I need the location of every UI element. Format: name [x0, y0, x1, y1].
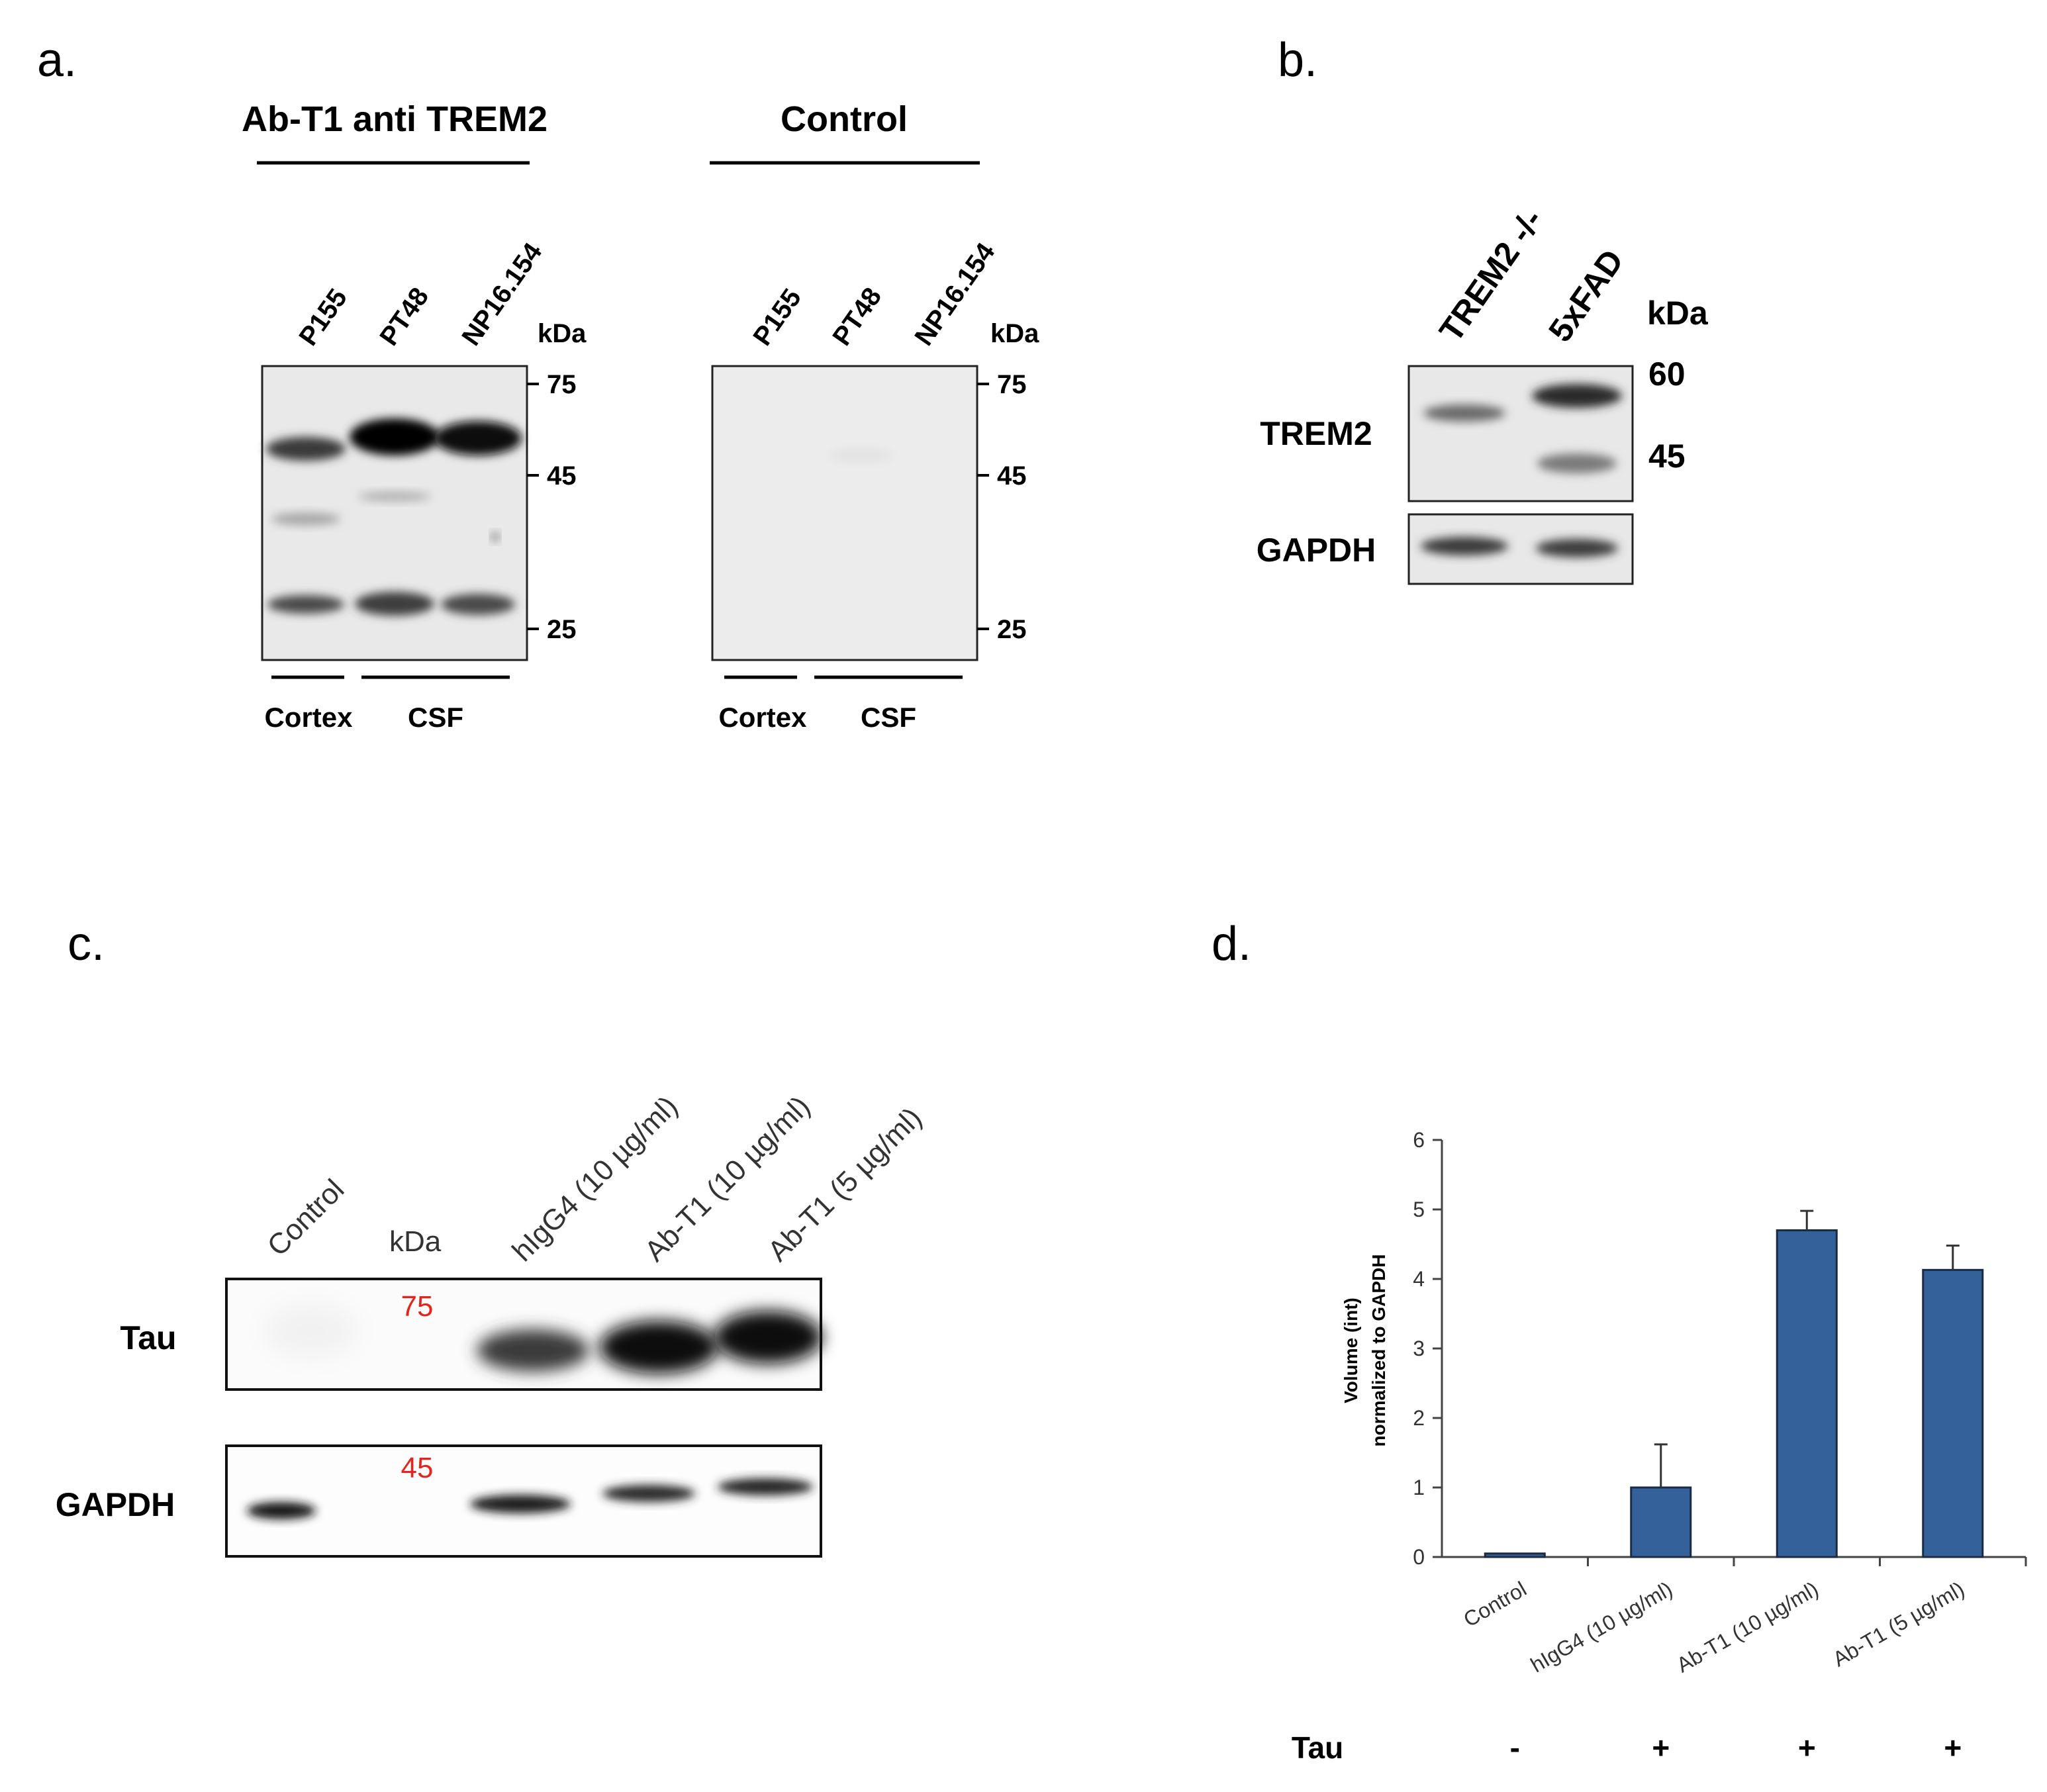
blot1-marker: 45 — [547, 461, 577, 491]
blot1-lane-label: PT48 — [374, 283, 434, 352]
panel-b-row-label: TREM2 — [1260, 415, 1372, 452]
panel-c-kda-label: kDa — [389, 1225, 442, 1258]
panel-a-letter: a. — [37, 34, 77, 87]
y-tick-label: 2 — [1413, 1406, 1425, 1430]
x-tick-label: Ab-T1 (5 µg/ml) — [1829, 1577, 1968, 1672]
blot2-kda-label: kDa — [990, 319, 1039, 348]
panel-b-marker: 60 — [1648, 355, 1686, 393]
tau-sign: + — [1798, 1730, 1816, 1765]
band — [602, 1485, 695, 1502]
bar — [1776, 1229, 1838, 1558]
blot2-lane-label: PT48 — [827, 283, 887, 352]
band — [1536, 539, 1618, 557]
blot1-lane-label: P155 — [293, 283, 353, 351]
band — [470, 1495, 571, 1513]
panel-c-row-label: Tau — [120, 1319, 176, 1356]
faint-band — [829, 449, 892, 462]
band — [1537, 453, 1617, 473]
blot1-marker: 25 — [547, 615, 577, 644]
speck — [491, 532, 500, 542]
tau-sign: + — [1944, 1730, 1962, 1765]
faint-smear — [265, 1304, 357, 1357]
y-tick-label: 0 — [1413, 1545, 1425, 1569]
blot2-lane-label: NP16.154 — [909, 238, 1001, 352]
bar — [1630, 1486, 1692, 1558]
band — [271, 512, 340, 526]
band — [441, 594, 515, 615]
panel-c-marker: 75 — [401, 1290, 434, 1323]
blot2-group-label: Cortex — [718, 702, 807, 733]
band — [267, 595, 344, 614]
band — [266, 437, 346, 461]
band — [355, 592, 434, 616]
band — [247, 1502, 316, 1519]
panel-b-letter: b. — [1278, 34, 1317, 87]
band — [350, 418, 440, 455]
band — [1423, 404, 1505, 422]
panel-c-marker: 45 — [401, 1452, 434, 1484]
blot2-lane-label: P155 — [747, 283, 807, 351]
tau-sign: - — [1510, 1730, 1520, 1765]
y-tick-label: 5 — [1413, 1198, 1425, 1221]
blot1-marker: 75 — [547, 370, 577, 399]
band — [434, 421, 522, 455]
y-tick-label: 4 — [1413, 1267, 1425, 1291]
panel-c-letter: c. — [68, 918, 105, 970]
panel-b-trem2-membrane — [1407, 365, 1634, 502]
band — [1421, 537, 1508, 555]
blot2-title: Control — [781, 99, 908, 139]
panel-c-gapdh-membrane — [225, 1444, 822, 1558]
band — [714, 1311, 822, 1364]
panel-d-letter: d. — [1212, 918, 1251, 970]
x-tick-label: Control — [1459, 1577, 1530, 1632]
blot2-group-label: CSF — [861, 702, 916, 733]
band — [599, 1321, 718, 1374]
blot2-marker: 25 — [997, 615, 1027, 644]
blot1-kda-label: kDa — [538, 319, 587, 348]
blot1-group-label: CSF — [408, 702, 463, 733]
x-tick-label: Ab-T1 (10 µg/ml) — [1672, 1577, 1822, 1677]
blot2-membrane — [711, 365, 978, 661]
y-tick-label: 3 — [1413, 1337, 1425, 1360]
panel-c-lane-label: Control — [261, 1173, 350, 1262]
band — [718, 1478, 813, 1495]
bar — [1484, 1552, 1546, 1558]
blot2-marker: 75 — [997, 370, 1027, 399]
band — [477, 1329, 589, 1372]
band — [358, 491, 431, 502]
y-tick-label: 6 — [1413, 1128, 1425, 1152]
panel-c-row-label: GAPDH — [56, 1486, 175, 1523]
panel-c-tau-membrane — [225, 1278, 822, 1391]
blot1-lane-label: NP16.154 — [456, 238, 548, 352]
tau-sign: + — [1652, 1730, 1670, 1765]
y-axis-label-line1: Volume (int) — [1341, 1297, 1361, 1403]
panel-b-gapdh-membrane — [1407, 513, 1634, 585]
panel-b-lane-label: TREM2 -/- — [1432, 202, 1550, 348]
panel-b-marker: 45 — [1648, 438, 1686, 475]
x-tick-label: hIgG4 (10 µg/ml) — [1527, 1577, 1676, 1677]
panel-b-kda-label: kDa — [1647, 295, 1709, 332]
panel-b-row-label: GAPDH — [1257, 532, 1376, 569]
band — [1532, 384, 1622, 408]
tau-row-label: Tau — [1292, 1730, 1343, 1765]
y-axis-label-line2: normalized to GAPDH — [1368, 1254, 1389, 1447]
blot1-group-label: Cortex — [264, 702, 353, 733]
blot1-membrane — [261, 365, 528, 661]
y-tick-label: 1 — [1413, 1476, 1425, 1499]
blot2-marker: 45 — [997, 461, 1027, 491]
panel-b-lane-label: 5xFAD — [1541, 243, 1631, 349]
blot1-title: Ab-T1 anti TREM2 — [242, 99, 547, 139]
bar — [1922, 1268, 1984, 1558]
